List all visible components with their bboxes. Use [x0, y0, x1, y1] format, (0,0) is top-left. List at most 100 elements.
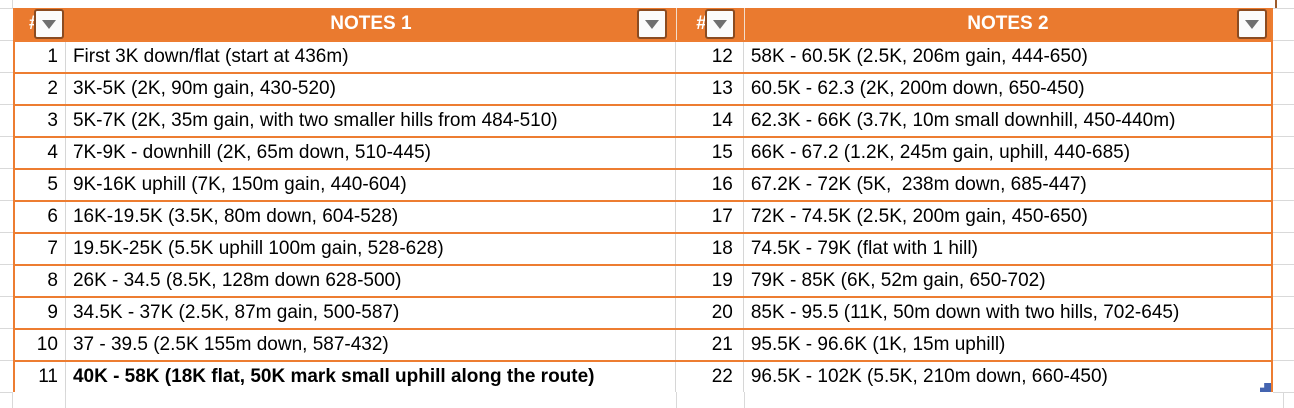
gridline	[1273, 360, 1294, 361]
note-cell-left[interactable]: 16K-19.5K (3.5K, 80m down, 604-528)	[66, 202, 676, 232]
note-cell-right[interactable]: 62.3K - 66K (3.7K, 10m small downhill, 4…	[750, 110, 1176, 131]
row-number-cell-left[interactable]: 2	[15, 74, 66, 104]
header-cell-num-left[interactable]: #	[15, 8, 66, 40]
gridline	[0, 168, 13, 169]
note-cell-left[interactable]: 9K-16K uphill (7K, 150m gain, 440-604)	[66, 170, 676, 200]
gridline	[1283, 392, 1284, 408]
row-number-cell-right[interactable]: 22	[676, 362, 744, 392]
header-cell-notes2[interactable]: NOTES 2	[743, 8, 1271, 40]
table-row: 8 26K - 34.5 (8.5K, 128m down 628-500) 19 7…	[15, 264, 1271, 296]
note-cell-right[interactable]: 72K - 74.5K (2.5K, 200m gain, 450-650)	[750, 206, 1088, 227]
row-number-cell-right[interactable]: 13	[676, 74, 744, 104]
note-cell-left[interactable]: First 3K down/flat (start at 436m)	[66, 42, 676, 72]
gridline	[0, 136, 13, 137]
note-cell-left[interactable]: 5K-7K (2K, 35m gain, with two smaller hi…	[66, 106, 676, 136]
row-number-cell-left[interactable]: 3	[15, 106, 66, 136]
note-cell-right[interactable]: 95.5K - 96.6K (1K, 15m uphill)	[750, 334, 1006, 355]
note-cell-right[interactable]: 67.2K - 72K (5K, 238m down, 685-447)	[750, 174, 1087, 195]
header-cell-num-right[interactable]: #	[675, 8, 744, 40]
gridline	[0, 8, 13, 9]
table-header-row: # NOTES 1 # NOTES 2	[15, 8, 1271, 40]
gridline	[1273, 168, 1294, 169]
gridline	[1273, 328, 1294, 329]
row-number-cell-left[interactable]: 7	[15, 234, 66, 264]
row-number-cell-right[interactable]: 18	[676, 234, 744, 264]
note-cell-left[interactable]: 3K-5K (2K, 90m gain, 430-520)	[66, 74, 676, 104]
gridline	[0, 296, 13, 297]
filter-dropdown-button-num-right[interactable]	[704, 9, 735, 39]
note-cell-left[interactable]: 26K - 34.5 (8.5K, 128m down 628-500)	[66, 266, 676, 296]
gridline	[0, 328, 13, 329]
table-row: 4 7K-9K - downhill (2K, 65m down, 510-445…	[15, 136, 1271, 168]
note-cell-left[interactable]: 7K-9K - downhill (2K, 65m down, 510-445)	[66, 138, 676, 168]
table-row: 6 16K-19.5K (3.5K, 80m down, 604-528) 17 72…	[15, 200, 1271, 232]
table-row: 9 34.5K - 37K (2.5K, 87m gain, 500-587) 20…	[15, 296, 1271, 328]
gridline	[0, 104, 13, 105]
note-cell-left[interactable]: 19.5K-25K (5.5K uphill 100m gain, 528-62…	[66, 234, 676, 264]
row-number-cell-right[interactable]: 12	[676, 42, 744, 72]
table-row: 7 19.5K-25K (5.5K uphill 100m gain, 528-6…	[15, 232, 1271, 264]
gridline	[12, 392, 13, 408]
row-number-cell-right[interactable]: 21	[676, 330, 744, 360]
gridline	[0, 264, 13, 265]
row-number-cell-left[interactable]: 4	[15, 138, 66, 168]
table-row: 2 3K-5K (2K, 90m gain, 430-520) 13 60.5K - …	[15, 72, 1271, 104]
note-cell-right[interactable]: 79K - 85K (6K, 52m gain, 650-702)	[750, 270, 1046, 291]
filter-arrow-icon	[41, 19, 56, 29]
table-row: 11 40K - 58K (18K flat, 50K mark small up…	[15, 360, 1271, 392]
note-cell-right[interactable]: 96.5K - 102K (5.5K, 210m down, 660-450)	[750, 366, 1108, 387]
row-number-cell-right[interactable]: 17	[676, 202, 744, 232]
note-cell-right[interactable]: 58K - 60.5K (2.5K, 206m gain, 444-650)	[750, 46, 1088, 67]
table-row: 5 9K-16K uphill (7K, 150m gain, 440-604) 1…	[15, 168, 1271, 200]
gridline	[1273, 232, 1294, 233]
note-cell-right[interactable]: 66K - 67.2 (1.2K, 245m gain, uphill, 440…	[750, 142, 1131, 163]
gridline	[1273, 200, 1294, 201]
gridline	[0, 40, 13, 41]
row-number-cell-left[interactable]: 6	[15, 202, 66, 232]
gridline	[0, 360, 13, 361]
row-number-cell-left[interactable]: 9	[15, 298, 66, 328]
notes1-header-label: NOTES 1	[330, 13, 412, 34]
filter-dropdown-button-notes1[interactable]	[636, 9, 667, 39]
filter-arrow-icon	[1245, 19, 1259, 29]
note-cell-left[interactable]: 37 - 39.5 (2.5K 155m down, 587-432)	[66, 330, 676, 360]
gridline	[0, 200, 13, 201]
gridline	[744, 392, 745, 408]
row-number-cell-right[interactable]: 14	[676, 106, 744, 136]
row-number-cell-left[interactable]: 11	[15, 362, 66, 392]
filter-dropdown-button-num-left[interactable]	[33, 9, 64, 39]
gridline	[0, 72, 13, 73]
table-row: 10 37 - 39.5 (2.5K 155m down, 587-432) 21 9…	[15, 328, 1271, 360]
row-number-cell-left[interactable]: 8	[15, 266, 66, 296]
header-cell-notes1[interactable]: NOTES 1	[66, 8, 676, 40]
filter-arrow-icon	[644, 19, 659, 29]
filter-dropdown-button-notes2[interactable]	[1237, 9, 1267, 39]
gridline	[1273, 40, 1294, 41]
table-body: 1 First 3K down/flat (start at 436m) 12 58K…	[15, 40, 1271, 392]
row-number-cell-left[interactable]: 10	[15, 330, 66, 360]
gridline	[1273, 136, 1294, 137]
gridline	[0, 232, 13, 233]
note-cell-left[interactable]: 34.5K - 37K (2.5K, 87m gain, 500-587)	[66, 298, 676, 328]
gridline	[12, 0, 13, 8]
note-cell-right[interactable]: 85K - 95.5 (11K, 50m down with two hills…	[750, 302, 1180, 323]
gridline	[1273, 8, 1294, 9]
adjacent-cell-border-tick	[1275, 0, 1277, 8]
row-number-cell-right[interactable]: 20	[676, 298, 744, 328]
gridline	[1273, 72, 1294, 73]
row-number-cell-left[interactable]: 5	[15, 170, 66, 200]
gridline	[676, 392, 677, 408]
row-number-cell-right[interactable]: 19	[676, 266, 744, 296]
note-cell-right[interactable]: 60.5K - 62.3 (2K, 200m down, 650-450)	[750, 78, 1085, 99]
header-num-right-label: #	[696, 13, 707, 34]
note-cell-right[interactable]: 74.5K - 79K (flat with 1 hill)	[750, 238, 978, 259]
table-resize-handle[interactable]	[1260, 383, 1271, 392]
row-number-cell-left[interactable]: 1	[15, 42, 66, 72]
notes2-header-label: NOTES 2	[967, 13, 1049, 34]
note-cell-left[interactable]: 40K - 58K (18K flat, 50K mark small uphi…	[66, 362, 676, 392]
row-number-cell-right[interactable]: 15	[676, 138, 744, 168]
row-number-cell-right[interactable]: 16	[676, 170, 744, 200]
table-row: 1 First 3K down/flat (start at 436m) 12 58K…	[15, 40, 1271, 72]
